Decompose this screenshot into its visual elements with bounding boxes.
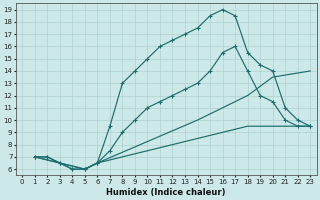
X-axis label: Humidex (Indice chaleur): Humidex (Indice chaleur) <box>107 188 226 197</box>
